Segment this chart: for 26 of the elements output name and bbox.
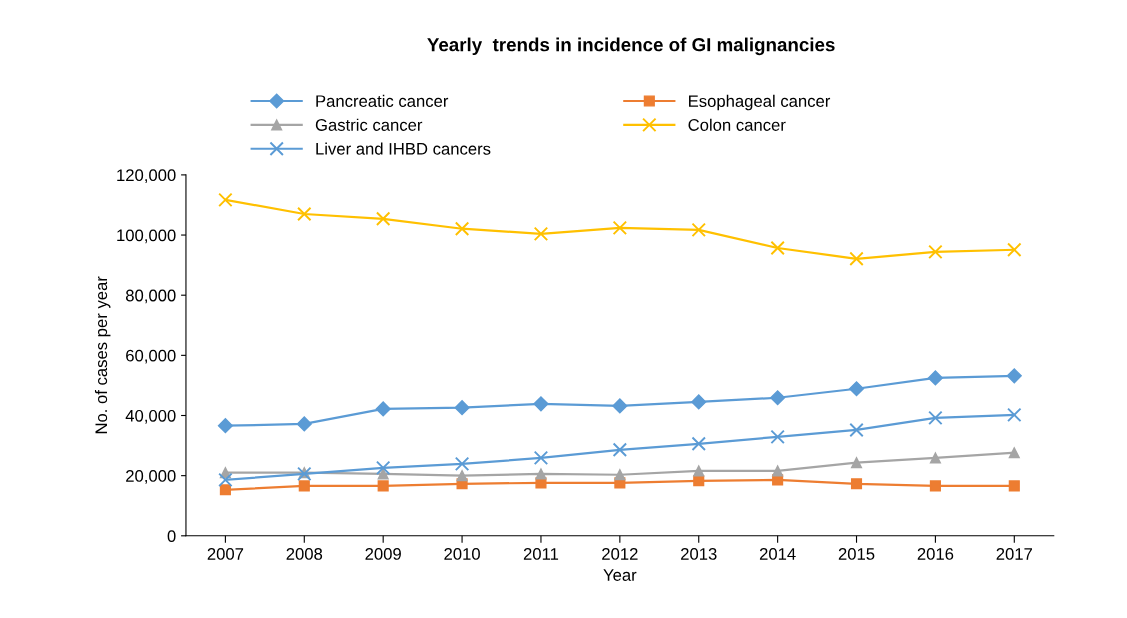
legend-label: Colon cancer <box>688 118 786 131</box>
x-tick-label: 2012 <box>602 548 638 560</box>
x-tick-label: 2011 <box>523 548 559 560</box>
y-tick-label: 80,000 <box>125 289 176 304</box>
x-tick-label: 2015 <box>838 548 875 560</box>
x-tick-label: 2008 <box>286 548 323 560</box>
y-axis-title: No. of cases per year <box>94 276 111 434</box>
legend-label: Gastric cancer <box>315 118 423 131</box>
legend-label: Liver and IHBD cancers <box>316 142 491 155</box>
x-tick-label: 2013 <box>681 548 717 560</box>
x-tick-label: 2010 <box>444 548 480 560</box>
x-tick-label: 2009 <box>365 548 401 560</box>
x-tick-label: 2017 <box>996 548 1032 560</box>
y-tick-label: 40,000 <box>125 409 176 424</box>
x-tick-label: 2007 <box>207 548 244 560</box>
legend-label: Pancreatic cancer <box>316 94 449 108</box>
y-tick-label: 20,000 <box>126 470 176 484</box>
legend-label: Esophageal cancer <box>689 94 831 111</box>
x-tick-label: 2014 <box>759 548 796 560</box>
y-tick-label: 60,000 <box>126 349 176 364</box>
x-tick-label: 2016 <box>917 548 954 560</box>
y-tick-label: 120,000 <box>117 169 176 184</box>
y-tick-label: 0 <box>167 530 176 543</box>
x-axis-title: Year <box>603 569 637 581</box>
y-tick-label: 100,000 <box>117 229 176 244</box>
chart-title: Yearly trends in incidence of GI malignancies <box>427 37 835 56</box>
